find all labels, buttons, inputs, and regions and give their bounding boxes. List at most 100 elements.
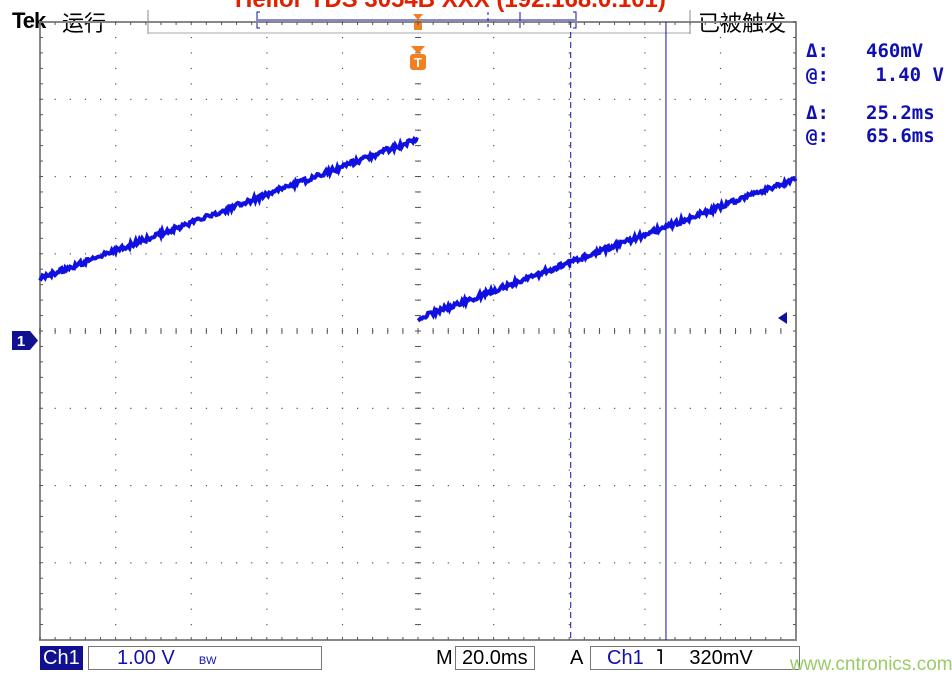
grid-dot (720, 470, 721, 471)
grid-dot (659, 408, 660, 409)
grid-dot (387, 99, 388, 100)
grid-dot (115, 130, 116, 131)
grid-dot (342, 578, 343, 579)
grid-dot (342, 609, 343, 610)
grid-dot (569, 377, 570, 378)
grid-dot (266, 222, 267, 223)
grid-dot (705, 99, 706, 100)
grid-dot (251, 99, 252, 100)
grid-dot (780, 99, 781, 100)
timebase-label: M (436, 646, 453, 670)
grid-dot (160, 562, 161, 563)
grid-dot (735, 253, 736, 254)
grid-dot (720, 176, 721, 177)
grid-dot (614, 562, 615, 563)
grid-dot (569, 114, 570, 115)
grid-dot (191, 161, 192, 162)
grid-dot (115, 578, 116, 579)
timebase-value[interactable]: 20.0ms (455, 646, 535, 670)
grid-dot (266, 516, 267, 517)
grid-dot (690, 176, 691, 177)
grid-dot (720, 114, 721, 115)
channel1-marker[interactable]: 1 (12, 331, 38, 350)
grid-dot (478, 485, 479, 486)
grid-dot (554, 176, 555, 177)
grid-dot (599, 562, 600, 563)
trigger-settings[interactable]: Ch1 ˥ 320mV (590, 646, 800, 670)
grid-dot (720, 99, 721, 100)
grid-dot (493, 68, 494, 69)
grid-dot (266, 269, 267, 270)
grid-dot (448, 408, 449, 409)
grid-dot (493, 315, 494, 316)
grid-dot (357, 99, 358, 100)
grid-dot (720, 423, 721, 424)
grid-dot (554, 253, 555, 254)
grid-dot (644, 547, 645, 548)
grid-dot (85, 99, 86, 100)
grid-dot (160, 253, 161, 254)
grid-dot (55, 485, 56, 486)
grid-dot (448, 176, 449, 177)
grid-dot (191, 52, 192, 53)
grid-dot (629, 253, 630, 254)
grid-dot (765, 99, 766, 100)
grid-dot (720, 52, 721, 53)
grid-dot (372, 99, 373, 100)
grid-dot (644, 593, 645, 594)
grid-dot (115, 269, 116, 270)
grid-dot (191, 454, 192, 455)
grid-dot (191, 37, 192, 38)
grid-dot (342, 253, 343, 254)
grid-dot (191, 516, 192, 517)
grid-dot (644, 439, 645, 440)
grid-dot (569, 439, 570, 440)
grid-dot (342, 593, 343, 594)
grid-dot (523, 408, 524, 409)
grid-dot (523, 99, 524, 100)
grid-dot (569, 485, 570, 486)
vertical-scale[interactable]: 1.00 V BW (88, 646, 322, 670)
grid-dot (115, 346, 116, 347)
grid-dot (266, 99, 267, 100)
graticule (40, 22, 797, 641)
grid-dot (191, 346, 192, 347)
grid-dot (644, 68, 645, 69)
grid-dot (387, 408, 388, 409)
grid-dot (780, 176, 781, 177)
grid-dot (402, 485, 403, 486)
grid-dot (720, 269, 721, 270)
grid-dot (191, 562, 192, 563)
grid-dot (780, 562, 781, 563)
grid-dot (266, 238, 267, 239)
grid-dot (266, 578, 267, 579)
grid-dot (644, 222, 645, 223)
grid-dot (281, 562, 282, 563)
grid-dot (644, 470, 645, 471)
grid-dot (342, 377, 343, 378)
grid-dot (720, 562, 721, 563)
grid-dot (493, 500, 494, 501)
channel-label[interactable]: Ch1 (40, 646, 83, 670)
grid-dot (191, 176, 192, 177)
grid-dot (176, 408, 177, 409)
grid-dot (644, 37, 645, 38)
grid-dot (644, 83, 645, 84)
grid-dot (644, 454, 645, 455)
grid-dot (690, 562, 691, 563)
grid-dot (569, 83, 570, 84)
grid-dot (191, 439, 192, 440)
grid-dot (191, 300, 192, 301)
grid-dot (266, 52, 267, 53)
grid-dot (644, 423, 645, 424)
grid-dot (115, 485, 116, 486)
scale-value: 1.00 V (117, 647, 175, 669)
grid-dot (55, 253, 56, 254)
grid-dot (115, 547, 116, 548)
grid-dot (372, 253, 373, 254)
grid-dot (614, 253, 615, 254)
grid-dot (569, 578, 570, 579)
grid-dot (176, 99, 177, 100)
grid-dot (569, 547, 570, 548)
grid-dot (463, 99, 464, 100)
